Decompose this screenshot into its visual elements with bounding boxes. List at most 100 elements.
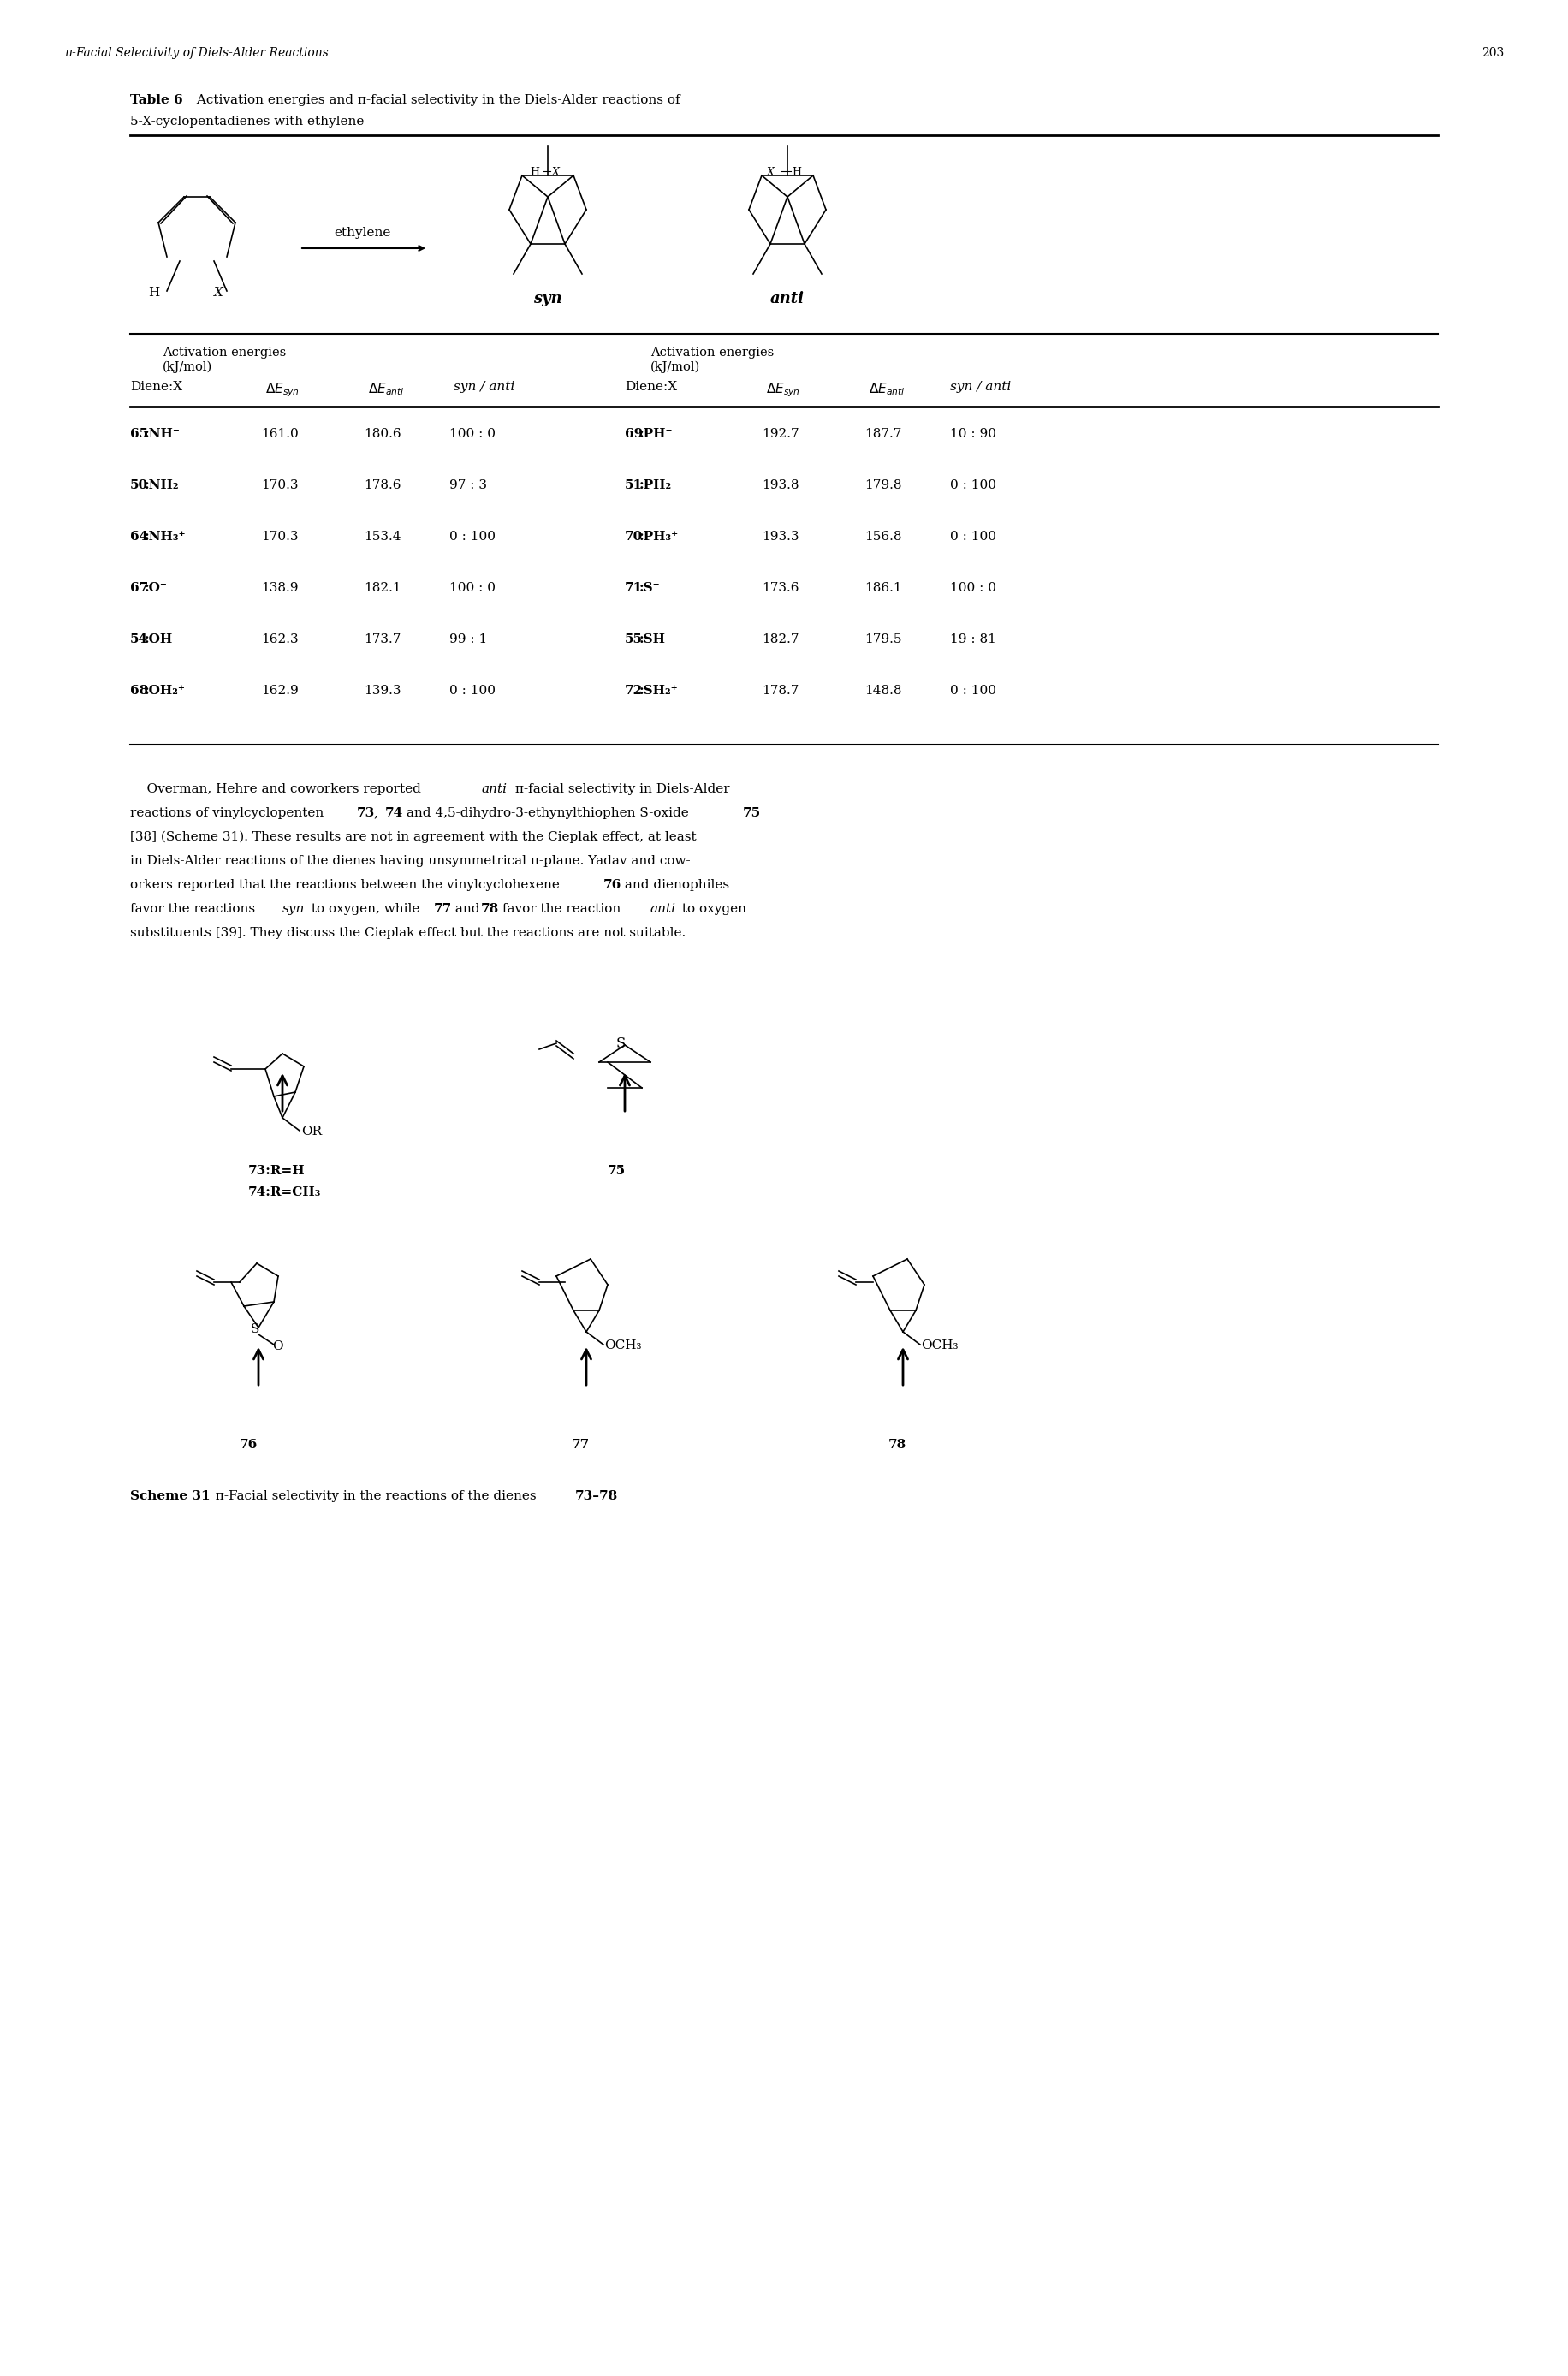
Text: and: and xyxy=(452,903,485,915)
Text: 100 : 0: 100 : 0 xyxy=(450,582,495,594)
Text: Activation energies: Activation energies xyxy=(651,347,775,359)
Text: Scheme 31: Scheme 31 xyxy=(130,1490,210,1502)
Text: 76: 76 xyxy=(604,879,621,891)
Text: S: S xyxy=(251,1323,259,1335)
Text: $\Delta E_{syn}$: $\Delta E_{syn}$ xyxy=(767,380,800,399)
Text: (kJ/mol): (kJ/mol) xyxy=(163,361,213,373)
Text: Diene:X: Diene:X xyxy=(130,380,182,392)
Text: 54: 54 xyxy=(130,634,149,646)
Text: ethylene: ethylene xyxy=(334,226,390,240)
Text: syn: syn xyxy=(282,903,306,915)
Text: :SH₂⁺: :SH₂⁺ xyxy=(640,684,679,696)
Text: 187.7: 187.7 xyxy=(864,428,902,440)
Text: OCH₃: OCH₃ xyxy=(604,1340,641,1352)
Text: 76: 76 xyxy=(240,1440,257,1452)
Text: 69: 69 xyxy=(624,428,643,440)
Text: 50: 50 xyxy=(130,480,149,492)
Text: X: X xyxy=(213,287,223,299)
Text: 0 : 100: 0 : 100 xyxy=(950,684,996,696)
Text: reactions of vinylcyclopenten: reactions of vinylcyclopenten xyxy=(130,808,328,820)
Text: 73:R=H: 73:R=H xyxy=(248,1164,306,1176)
Text: 162.9: 162.9 xyxy=(260,684,298,696)
Text: ,: , xyxy=(375,808,383,820)
Text: syn: syn xyxy=(533,290,563,307)
Text: 170.3: 170.3 xyxy=(260,530,298,542)
Text: 77: 77 xyxy=(434,903,452,915)
Text: to oxygen, while: to oxygen, while xyxy=(307,903,423,915)
Text: anti: anti xyxy=(649,903,676,915)
Text: favor the reactions: favor the reactions xyxy=(130,903,259,915)
Text: 73: 73 xyxy=(358,808,375,820)
Text: 186.1: 186.1 xyxy=(864,582,902,594)
Text: syn / anti: syn / anti xyxy=(950,380,1011,392)
Text: 156.8: 156.8 xyxy=(864,530,902,542)
Text: 100 : 0: 100 : 0 xyxy=(450,428,495,440)
Text: H: H xyxy=(149,287,160,299)
Text: Diene:X: Diene:X xyxy=(624,380,677,392)
Text: 173.6: 173.6 xyxy=(762,582,800,594)
Text: 182.1: 182.1 xyxy=(364,582,401,594)
Text: substituents [39]. They discuss the Cieplak effect but the reactions are not sui: substituents [39]. They discuss the Ciep… xyxy=(130,927,685,939)
Text: 162.3: 162.3 xyxy=(260,634,298,646)
Text: 179.5: 179.5 xyxy=(864,634,902,646)
Text: 193.8: 193.8 xyxy=(762,480,800,492)
Text: 65: 65 xyxy=(130,428,149,440)
Text: :PH⁻: :PH⁻ xyxy=(640,428,673,440)
Text: 100 : 0: 100 : 0 xyxy=(950,582,996,594)
Text: 182.7: 182.7 xyxy=(762,634,800,646)
Text: 0 : 100: 0 : 100 xyxy=(950,530,996,542)
Text: to oxygen: to oxygen xyxy=(677,903,746,915)
Text: π-Facial selectivity in the reactions of the dienes: π-Facial selectivity in the reactions of… xyxy=(207,1490,541,1502)
Text: anti: anti xyxy=(770,290,804,307)
Text: :NH⁻: :NH⁻ xyxy=(144,428,180,440)
Text: 192.7: 192.7 xyxy=(762,428,800,440)
Text: Overman, Hehre and coworkers reported: Overman, Hehre and coworkers reported xyxy=(130,784,425,796)
Text: :NH₃⁺: :NH₃⁺ xyxy=(144,530,187,542)
Text: 72: 72 xyxy=(624,684,643,696)
Text: [38] (Scheme 31). These results are not in agreement with the Cieplak effect, at: [38] (Scheme 31). These results are not … xyxy=(130,832,696,843)
Text: 193.3: 193.3 xyxy=(762,530,800,542)
Text: 170.3: 170.3 xyxy=(260,480,298,492)
Text: 0 : 100: 0 : 100 xyxy=(450,530,495,542)
Text: :OH: :OH xyxy=(144,634,172,646)
Text: 5-X-cyclopentadienes with ethylene: 5-X-cyclopentadienes with ethylene xyxy=(130,116,364,128)
Text: :PH₃⁺: :PH₃⁺ xyxy=(640,530,679,542)
Text: 203: 203 xyxy=(1482,48,1504,59)
Text: favor the reaction: favor the reaction xyxy=(499,903,626,915)
Text: $\Delta E_{anti}$: $\Delta E_{anti}$ xyxy=(368,380,405,397)
Text: 68: 68 xyxy=(130,684,149,696)
Text: 75: 75 xyxy=(743,808,760,820)
Text: 77: 77 xyxy=(572,1440,590,1452)
Text: 10 : 90: 10 : 90 xyxy=(950,428,996,440)
Text: S: S xyxy=(616,1036,626,1050)
Text: 51: 51 xyxy=(624,480,643,492)
Text: X: X xyxy=(767,166,775,178)
Text: :PH₂: :PH₂ xyxy=(640,480,673,492)
Text: 178.7: 178.7 xyxy=(762,684,798,696)
Text: 0 : 100: 0 : 100 xyxy=(450,684,495,696)
Text: :NH₂: :NH₂ xyxy=(144,480,179,492)
Text: π-Facial Selectivity of Diels-Alder Reactions: π-Facial Selectivity of Diels-Alder Reac… xyxy=(64,48,328,59)
Text: Activation energies and π-facial selectivity in the Diels-Alder reactions of: Activation energies and π-facial selecti… xyxy=(193,95,681,107)
Text: 153.4: 153.4 xyxy=(364,530,401,542)
Text: 74:R=CH₃: 74:R=CH₃ xyxy=(248,1186,321,1198)
Text: $\Delta E_{syn}$: $\Delta E_{syn}$ xyxy=(265,380,299,399)
Text: Activation energies: Activation energies xyxy=(163,347,285,359)
Text: H: H xyxy=(792,166,801,178)
Text: π-facial selectivity in Diels-Alder: π-facial selectivity in Diels-Alder xyxy=(511,784,729,796)
Text: 173.7: 173.7 xyxy=(364,634,401,646)
Text: 178.6: 178.6 xyxy=(364,480,401,492)
Text: :O⁻: :O⁻ xyxy=(144,582,168,594)
Text: 138.9: 138.9 xyxy=(260,582,298,594)
Text: 99 : 1: 99 : 1 xyxy=(450,634,488,646)
Text: 139.3: 139.3 xyxy=(364,684,401,696)
Text: 97 : 3: 97 : 3 xyxy=(450,480,488,492)
Text: 71: 71 xyxy=(624,582,643,594)
Text: Table 6: Table 6 xyxy=(130,95,183,107)
Text: orkers reported that the reactions between the vinylcyclohexene: orkers reported that the reactions betwe… xyxy=(130,879,564,891)
Text: O: O xyxy=(273,1340,282,1352)
Text: OR: OR xyxy=(301,1126,321,1138)
Text: 180.6: 180.6 xyxy=(364,428,401,440)
Text: in Diels-Alder reactions of the dienes having unsymmetrical π-plane. Yadav and c: in Diels-Alder reactions of the dienes h… xyxy=(130,855,690,867)
Text: 73–78: 73–78 xyxy=(575,1490,618,1502)
